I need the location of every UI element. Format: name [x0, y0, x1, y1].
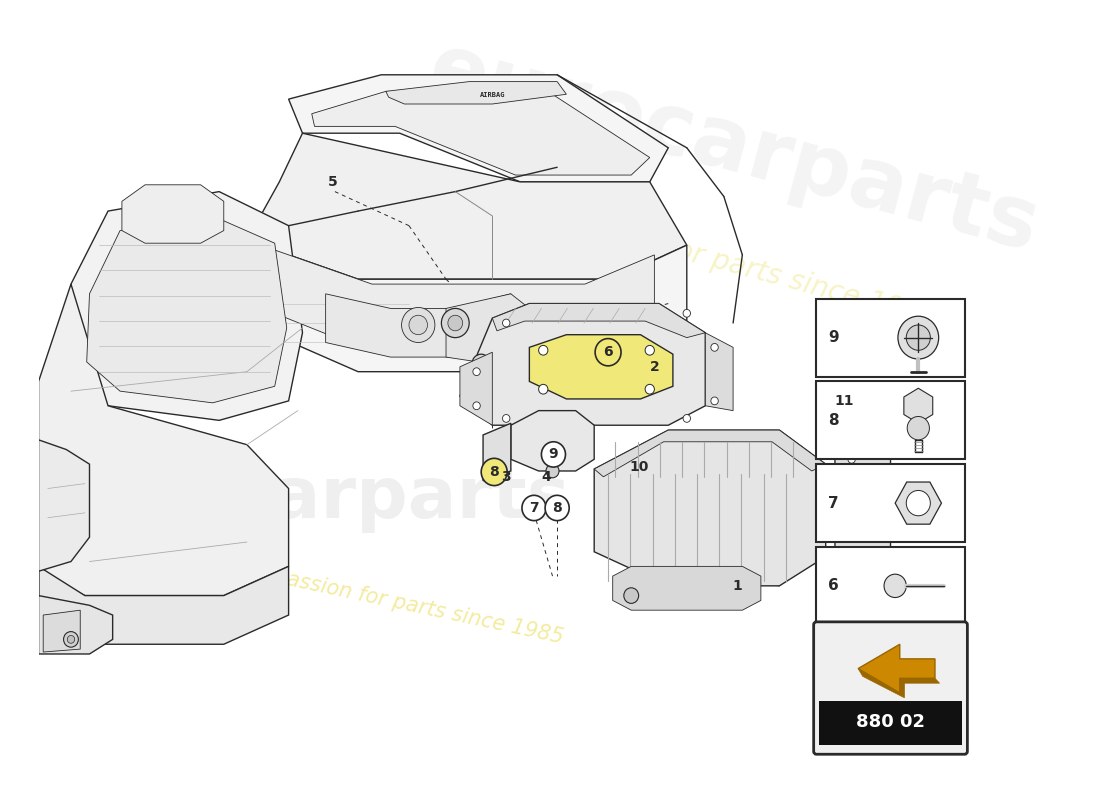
Circle shape: [906, 490, 931, 516]
Circle shape: [884, 574, 906, 598]
Circle shape: [481, 458, 507, 486]
Polygon shape: [39, 566, 288, 644]
Circle shape: [522, 495, 546, 521]
Polygon shape: [386, 82, 566, 104]
Text: 10: 10: [630, 460, 649, 474]
Polygon shape: [66, 192, 302, 420]
Circle shape: [441, 309, 470, 338]
Circle shape: [711, 397, 718, 405]
Polygon shape: [510, 410, 594, 471]
FancyBboxPatch shape: [814, 622, 967, 754]
Polygon shape: [288, 74, 669, 182]
Circle shape: [645, 384, 654, 394]
Polygon shape: [39, 571, 112, 654]
Circle shape: [683, 310, 691, 317]
Circle shape: [848, 431, 856, 439]
Circle shape: [898, 316, 938, 359]
Text: 6: 6: [603, 346, 613, 359]
Text: 8: 8: [828, 413, 838, 428]
Text: 9: 9: [828, 330, 838, 345]
Text: 2: 2: [649, 360, 659, 374]
Circle shape: [503, 414, 510, 422]
Circle shape: [908, 417, 930, 440]
Text: 11: 11: [835, 394, 854, 408]
Circle shape: [67, 635, 75, 643]
Circle shape: [503, 319, 510, 327]
Polygon shape: [311, 91, 650, 175]
Text: 880 02: 880 02: [856, 713, 925, 731]
Text: 6: 6: [827, 578, 838, 594]
Text: 5: 5: [328, 175, 338, 189]
Polygon shape: [529, 334, 673, 399]
Polygon shape: [483, 423, 510, 481]
Polygon shape: [493, 303, 705, 338]
Circle shape: [645, 346, 654, 355]
Text: a passion for parts since 1985: a passion for parts since 1985: [253, 562, 565, 648]
Circle shape: [624, 588, 639, 603]
Circle shape: [539, 346, 548, 355]
Polygon shape: [613, 566, 761, 610]
Circle shape: [546, 464, 559, 478]
Text: 7: 7: [529, 501, 539, 515]
Polygon shape: [326, 294, 510, 357]
Polygon shape: [835, 382, 891, 562]
Circle shape: [473, 402, 481, 410]
Polygon shape: [705, 333, 733, 410]
Text: 8: 8: [552, 501, 562, 515]
FancyBboxPatch shape: [820, 701, 961, 745]
Circle shape: [409, 315, 428, 334]
Circle shape: [541, 442, 565, 467]
Circle shape: [873, 494, 880, 502]
Polygon shape: [39, 284, 288, 595]
Polygon shape: [858, 669, 939, 698]
Polygon shape: [246, 240, 686, 372]
Text: a passion for parts since 1985: a passion for parts since 1985: [527, 197, 939, 333]
Text: 3: 3: [502, 470, 512, 484]
Text: 1: 1: [733, 579, 742, 593]
Text: 4: 4: [541, 470, 551, 484]
FancyBboxPatch shape: [816, 382, 965, 459]
Polygon shape: [895, 482, 942, 524]
Polygon shape: [246, 133, 686, 279]
Text: 8: 8: [490, 465, 499, 479]
Text: eurocarparts: eurocarparts: [419, 26, 1047, 269]
Circle shape: [595, 338, 621, 366]
Text: eurocarparts: eurocarparts: [44, 464, 571, 533]
FancyBboxPatch shape: [816, 298, 965, 377]
Polygon shape: [460, 352, 493, 426]
Circle shape: [473, 368, 481, 375]
FancyBboxPatch shape: [816, 547, 965, 625]
Circle shape: [472, 354, 491, 374]
Polygon shape: [446, 294, 529, 367]
Text: 9: 9: [549, 447, 559, 462]
Circle shape: [848, 406, 856, 414]
Circle shape: [539, 384, 548, 394]
Circle shape: [848, 455, 856, 463]
Circle shape: [683, 414, 691, 422]
Circle shape: [448, 315, 463, 331]
Circle shape: [64, 631, 78, 647]
Polygon shape: [43, 610, 80, 652]
Circle shape: [873, 470, 880, 478]
Text: 7: 7: [828, 496, 838, 510]
Polygon shape: [858, 644, 935, 693]
Polygon shape: [594, 430, 826, 586]
Polygon shape: [87, 216, 287, 403]
Polygon shape: [460, 303, 705, 426]
Circle shape: [906, 325, 931, 350]
Circle shape: [402, 307, 434, 342]
Polygon shape: [904, 388, 933, 423]
Circle shape: [711, 343, 718, 351]
Circle shape: [546, 495, 569, 521]
Text: AIRBAG: AIRBAG: [480, 92, 505, 98]
Polygon shape: [122, 185, 223, 243]
Polygon shape: [594, 430, 826, 477]
FancyBboxPatch shape: [816, 464, 965, 542]
Polygon shape: [275, 250, 654, 352]
Polygon shape: [39, 440, 89, 571]
